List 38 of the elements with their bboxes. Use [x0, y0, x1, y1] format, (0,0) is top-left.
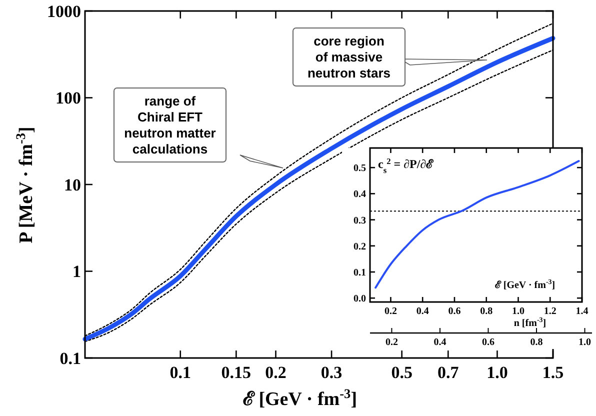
y-tick-label: 100 [56, 88, 81, 108]
x2-tick-label: 0.6 [482, 337, 494, 348]
y-tick-label: 0.2 [354, 241, 366, 252]
x-tick-label: 1.0 [512, 306, 524, 317]
x-tick-label: 0.5 [391, 363, 412, 382]
y-tick-label: 0.5 [354, 163, 366, 174]
line-series [374, 160, 580, 289]
y-tick-label: 1 [72, 262, 81, 282]
x-tick-label: 0.15 [221, 363, 252, 382]
annotation: c$_{s}$$^{2}$ = ∂P/∂ℰ [378, 156, 434, 174]
y-tick-label: 0.4 [354, 189, 366, 200]
x2-tick-label: 0.4 [434, 337, 446, 348]
x-tick-label: 0.7 [438, 363, 460, 382]
y-tick-label: 0.3 [354, 215, 366, 226]
x2-tick-label: 0.8 [530, 337, 543, 348]
x-tick-label: 0.8 [480, 306, 493, 317]
x-tick-label: 0.6 [448, 306, 461, 317]
x-tick-label: 1.4 [576, 306, 588, 317]
x-tick-label: 0.2 [384, 306, 397, 317]
y-tick-label: 10 [64, 175, 81, 194]
x2-tick-label: 1.0 [578, 337, 592, 348]
x-tick-label: 0.2 [265, 363, 286, 382]
x-axis-title: ℰ [GeV · fm$^{-3}$] [242, 386, 358, 410]
x-tick-label: 0.3 [320, 363, 342, 382]
x-tick-label: 1.0 [486, 363, 508, 382]
annotation: core region of massive neutron stars [307, 33, 391, 80]
y-tick-label: 1000 [47, 2, 81, 21]
y-tick-label: 0.1 [354, 267, 366, 278]
x-tick-label: 1.2 [544, 306, 556, 317]
x-tick-label: 0.4 [416, 306, 429, 317]
x2-axis-title: n [fm$^{-3}$] [514, 316, 546, 329]
x2-tick-label: 0.2 [385, 337, 398, 348]
x-axis-title: ℰ [GeV · fm$^{-3}$] [494, 278, 556, 291]
x-tick-label: 0.1 [170, 363, 191, 382]
y-tick-label: 0.0 [354, 294, 366, 305]
y-tick-label: 0.1 [60, 348, 81, 368]
x-tick-label: 1.5 [542, 363, 564, 382]
annotation: range of Chiral EFT neutron matter calculations [124, 93, 216, 156]
